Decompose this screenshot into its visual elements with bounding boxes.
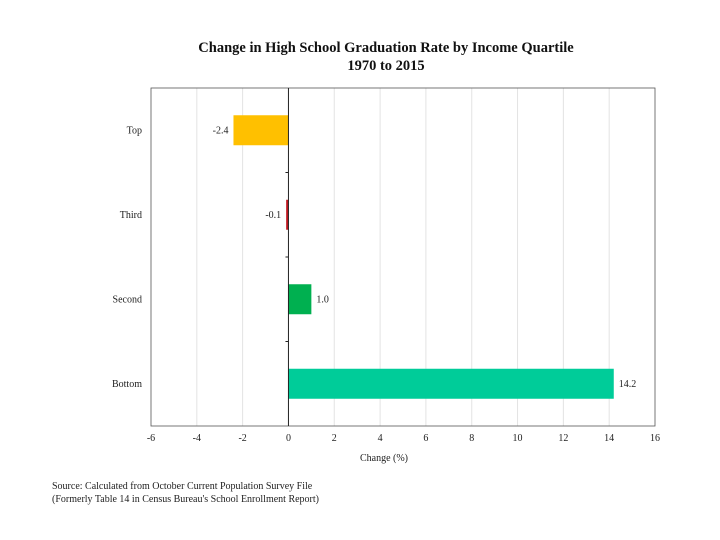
x-tick-label: -4 xyxy=(193,433,201,444)
category-label-second: Second xyxy=(113,294,142,305)
x-axis-label: Change (%) xyxy=(360,453,408,464)
chart-title: Change in High School Graduation Rate by… xyxy=(198,40,574,56)
x-tick-labels: -6 -4 -2 0 2 4 6 8 10 12 14 16 xyxy=(147,433,660,444)
source-line-2: (Formerly Table 14 in Census Bureau's Sc… xyxy=(52,494,319,505)
chart-subtitle: 1970 to 2015 xyxy=(347,58,424,74)
bars: -2.4 -0.1 1.0 14.2 xyxy=(213,115,637,399)
x-tick-label: -2 xyxy=(238,433,246,444)
data-label-top: -2.4 xyxy=(213,125,229,136)
bar-third xyxy=(286,199,289,230)
category-labels: Top Third Second Bottom xyxy=(112,125,142,390)
category-label-top: Top xyxy=(127,125,142,136)
x-tick-label: 4 xyxy=(378,433,383,444)
x-tick-label: 6 xyxy=(423,433,428,444)
x-tick-label: 0 xyxy=(286,433,291,444)
x-tick-label: 12 xyxy=(558,433,568,444)
x-tick-label: 2 xyxy=(332,433,337,444)
category-label-bottom: Bottom xyxy=(112,379,142,390)
x-tick-label: -6 xyxy=(147,433,155,444)
plot-frame xyxy=(150,87,656,427)
data-label-second: 1.0 xyxy=(316,294,329,305)
data-label-third: -0.1 xyxy=(265,210,281,221)
data-label-bottom: 14.2 xyxy=(619,379,637,390)
bar-bottom xyxy=(288,368,614,399)
x-tick-label: 8 xyxy=(469,433,474,444)
x-tick-label: 10 xyxy=(513,433,523,444)
x-tick-label: 14 xyxy=(604,433,614,444)
source-line-1: Source: Calculated from October Current … xyxy=(52,481,313,492)
bar-second xyxy=(288,284,312,315)
bar-top xyxy=(233,115,289,146)
source-note: Source: Calculated from October Current … xyxy=(52,480,319,506)
category-label-third: Third xyxy=(120,210,142,221)
x-tick-label: 16 xyxy=(650,433,660,444)
